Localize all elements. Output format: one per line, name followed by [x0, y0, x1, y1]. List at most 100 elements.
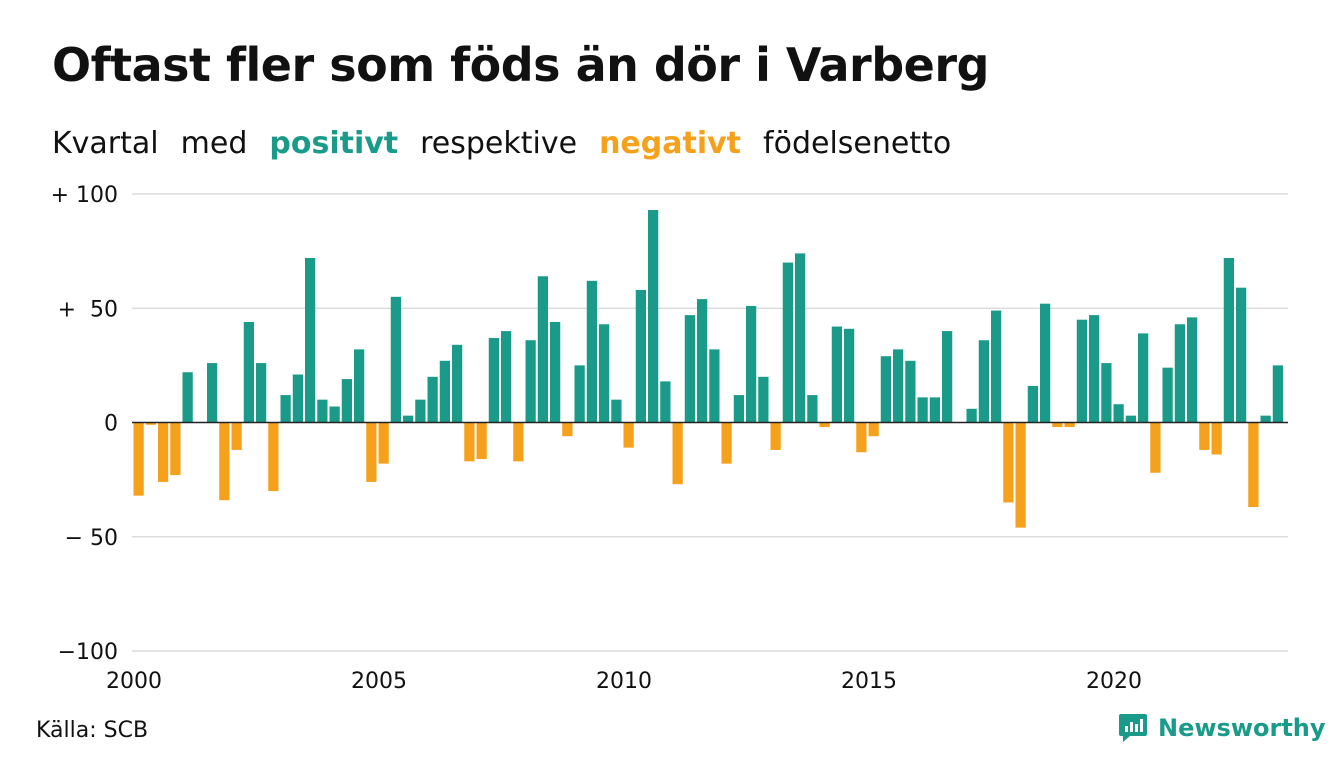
bar: [635, 289, 646, 423]
bar: [133, 422, 144, 496]
bar: [1272, 365, 1283, 423]
bar: [207, 363, 218, 423]
bar: [856, 422, 867, 453]
bar: [219, 422, 230, 501]
bar: [525, 340, 536, 423]
bar: [1260, 415, 1271, 423]
bar: [721, 422, 732, 464]
bar: [243, 321, 254, 423]
bar: [1199, 422, 1210, 450]
bar: [599, 324, 610, 423]
bar: [917, 397, 928, 423]
bar: [684, 315, 695, 423]
bar: [390, 296, 401, 423]
bar: [611, 399, 622, 423]
bar: [158, 422, 169, 482]
bar: [1003, 422, 1014, 503]
bar: [452, 344, 463, 423]
bar: [1236, 287, 1247, 423]
bar: [831, 326, 842, 423]
bar: [1174, 324, 1185, 423]
bar: [341, 379, 352, 423]
bar: [182, 372, 193, 423]
bar: [1076, 319, 1087, 423]
bar: [709, 349, 720, 423]
bar: [893, 349, 904, 423]
bar: [1052, 422, 1063, 428]
bar: [403, 415, 414, 423]
bar: [366, 422, 377, 482]
bar: [537, 276, 548, 423]
bar: [562, 422, 573, 437]
y-tick-label: −100: [58, 640, 118, 665]
subtitle-negative-label: negativt: [599, 126, 742, 161]
bar: [586, 280, 597, 423]
bar: [1150, 422, 1161, 473]
bar: [660, 381, 671, 423]
bar: [476, 422, 487, 460]
bar: [501, 331, 512, 423]
bar: [1113, 404, 1124, 423]
x-tick-label: 2015: [841, 669, 897, 694]
bar: [1162, 367, 1173, 423]
bar: [145, 422, 156, 425]
bar: [978, 340, 989, 423]
bar: [733, 395, 744, 423]
brand-name: Newsworthy: [1158, 714, 1326, 742]
bar: [550, 321, 561, 423]
bar: [1223, 257, 1234, 423]
chart-title: Oftast fler som föds än dör i Varberg: [52, 38, 989, 92]
bar: [1211, 422, 1222, 455]
bar: [354, 349, 365, 423]
bar: [782, 262, 793, 423]
bar: [905, 360, 916, 423]
x-tick-label: 2010: [596, 669, 652, 694]
y-tick-label: + 100: [51, 183, 118, 208]
newsworthy-icon: [1119, 714, 1147, 742]
bar: [942, 331, 953, 423]
brand-logo: Newsworthy: [1118, 712, 1326, 744]
chart-subtitle: Kvartal med positivt respektive negativt föde…: [52, 126, 973, 161]
bar: [1015, 422, 1026, 528]
bar: [770, 422, 781, 450]
bar: [378, 422, 389, 464]
x-tick-label: 2020: [1086, 669, 1142, 694]
bar: [427, 376, 438, 423]
bar: [1027, 385, 1038, 423]
bar: [1064, 422, 1075, 428]
bar: [697, 299, 708, 423]
bar: [488, 337, 499, 423]
bar: [305, 257, 316, 423]
bar: [795, 253, 806, 423]
x-tick-label: 2000: [106, 669, 162, 694]
bar: [415, 399, 426, 423]
bar: [1138, 333, 1149, 423]
bar: [1248, 422, 1259, 508]
bar: [991, 310, 1002, 423]
bar: [329, 406, 340, 423]
y-tick-label: + 50: [58, 297, 118, 322]
x-tick-label: 2005: [351, 669, 407, 694]
y-tick-label: 0: [104, 412, 118, 437]
bar: [268, 422, 279, 492]
bar: [1101, 363, 1112, 423]
bar: [819, 422, 830, 428]
bar: [672, 422, 683, 485]
bar: [513, 422, 524, 462]
bar: [966, 408, 977, 423]
bar: [758, 376, 769, 423]
bar: [280, 395, 291, 423]
bar: [1040, 303, 1051, 423]
bar: [170, 422, 181, 476]
subtitle-positive-label: positivt: [269, 126, 399, 161]
bar: [1089, 315, 1100, 423]
bar: [844, 328, 855, 423]
subtitle-word: med: [180, 126, 248, 161]
bar: [292, 374, 303, 423]
bar: [623, 422, 634, 448]
bar: [439, 360, 450, 423]
bar: [1125, 415, 1136, 423]
bar: [929, 397, 940, 423]
bar: [648, 209, 659, 423]
